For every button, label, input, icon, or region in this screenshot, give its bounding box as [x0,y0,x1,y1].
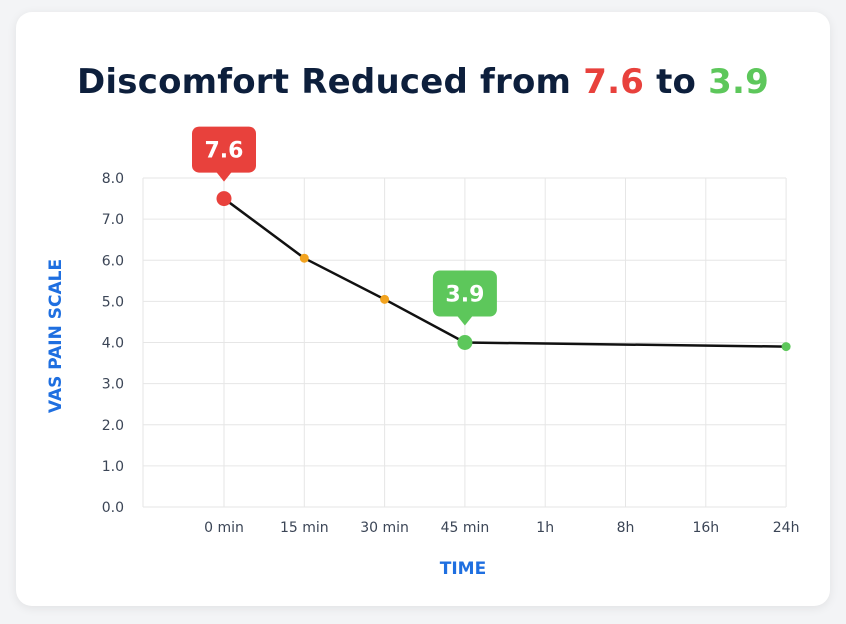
callout-box [432,270,497,317]
data-point [781,342,791,352]
y-tick-label: 4.0 [102,336,124,352]
callout-label: 7.6 [205,139,244,164]
data-point [299,253,309,263]
title-to-value: 3.9 [708,62,769,102]
x-tick-label: 24h [773,520,800,536]
x-tick-label: 15 min [280,520,329,536]
callout-label: 3.9 [445,283,484,308]
data-point [457,335,473,350]
y-tick-label: 0.0 [102,500,124,516]
y-axis-title: VAS PAIN SCALE [46,259,66,413]
y-tick-label: 8.0 [102,171,124,187]
callout-pointer [456,315,473,326]
x-tick-label: 30 min [360,520,409,536]
callout-pointer [216,171,232,182]
title-from-value: 7.6 [583,62,645,102]
title-prefix: Discomfort Reduced from [77,62,584,102]
y-tick-label: 6.0 [102,253,124,269]
y-tick-label: 3.0 [102,377,124,393]
x-tick-label: 16h [692,520,719,536]
x-axis-ticks: 0 min 15 min 30 min 45 min 1h 8h 16h 24h [204,520,799,536]
series-line [223,197,787,348]
data-point [216,191,232,207]
data-point [380,294,390,304]
y-tick-label: 1.0 [102,459,124,475]
y-tick-label: 7.0 [102,212,124,228]
callouts: 7.6 3.9 [192,126,497,326]
x-tick-label: 0 min [204,520,244,536]
y-tick-label: 2.0 [102,418,124,434]
x-tick-label: 8h [617,520,635,536]
chart-title: Discomfort Reduced from 7.6 to 3.9 [0,62,846,102]
grid [142,177,787,508]
title-middle: to [644,62,709,102]
callout-red: 7.6 [192,126,256,182]
callout-green: 3.9 [432,270,497,326]
x-tick-label: 45 min [441,520,490,536]
callout-box [192,126,256,173]
x-tick-label: 1h [536,520,554,536]
y-tick-label: 5.0 [102,294,124,310]
x-axis-title: TIME [440,559,486,579]
y-axis-ticks: 0.0 1.0 2.0 3.0 4.0 5.0 6.0 7.0 8.0 [102,171,124,516]
series [216,191,791,352]
